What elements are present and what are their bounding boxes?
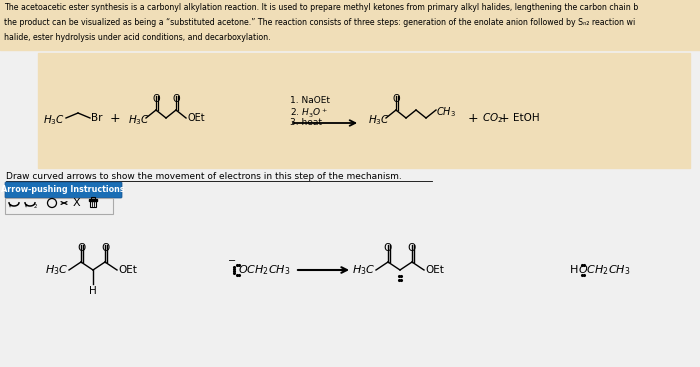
Text: $H_3C$: $H_3C$ xyxy=(351,263,375,277)
Text: $OCH_2CH_3$: $OCH_2CH_3$ xyxy=(578,263,631,277)
Text: The acetoacetic ester synthesis is a carbonyl alkylation reaction. It is used to: The acetoacetic ester synthesis is a car… xyxy=(4,3,638,12)
Text: O: O xyxy=(392,94,400,104)
Text: OEt: OEt xyxy=(118,265,137,275)
Bar xyxy=(89,199,97,200)
Text: $H_3C$: $H_3C$ xyxy=(45,263,68,277)
Text: $H_3C$: $H_3C$ xyxy=(43,113,65,127)
Text: OEt: OEt xyxy=(425,265,444,275)
Text: O: O xyxy=(172,94,180,104)
Text: $CH_3$: $CH_3$ xyxy=(436,105,456,119)
Text: +: + xyxy=(110,112,120,124)
Text: halide, ester hydrolysis under acid conditions, and decarboxylation.: halide, ester hydrolysis under acid cond… xyxy=(4,33,271,42)
Text: −: − xyxy=(228,256,236,266)
Text: $OCH_2CH_3$: $OCH_2CH_3$ xyxy=(238,263,290,277)
Text: $H_3C$: $H_3C$ xyxy=(368,113,390,127)
Text: $H_3C$: $H_3C$ xyxy=(128,113,150,127)
Text: O: O xyxy=(101,243,109,253)
Bar xyxy=(90,200,96,207)
Bar xyxy=(91,197,95,199)
Text: Draw curved arrows to show the movement of electrons in this step of the mechani: Draw curved arrows to show the movement … xyxy=(6,172,402,181)
Text: Br: Br xyxy=(91,113,102,123)
Text: the product can be visualized as being a “substituted acetone.” The reaction con: the product can be visualized as being a… xyxy=(4,18,636,27)
Text: 3. heat: 3. heat xyxy=(290,118,322,127)
Bar xyxy=(5,198,113,214)
Text: X: X xyxy=(72,198,80,208)
Text: O: O xyxy=(408,243,416,253)
Text: Arrow-pushing Instructions: Arrow-pushing Instructions xyxy=(1,185,125,195)
Text: O: O xyxy=(77,243,85,253)
Text: H: H xyxy=(570,265,578,275)
Text: 2. $H_3O^+$: 2. $H_3O^+$ xyxy=(290,107,328,120)
Text: $CO_2$: $CO_2$ xyxy=(482,111,503,125)
FancyBboxPatch shape xyxy=(5,182,122,198)
Text: 1. NaOEt: 1. NaOEt xyxy=(290,96,330,105)
Text: +: + xyxy=(498,112,510,124)
Text: EtOH: EtOH xyxy=(513,113,540,123)
Bar xyxy=(0,0,700,50)
Text: OEt: OEt xyxy=(187,113,204,123)
Text: 2: 2 xyxy=(34,203,38,208)
Text: H: H xyxy=(89,286,97,296)
Bar xyxy=(38,53,690,168)
Text: +: + xyxy=(468,112,478,124)
Text: O: O xyxy=(152,94,160,104)
Text: O: O xyxy=(384,243,392,253)
